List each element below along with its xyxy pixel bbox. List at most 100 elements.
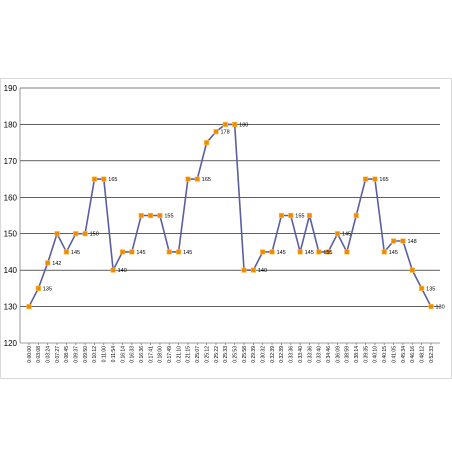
data-label: 155 xyxy=(323,250,332,256)
data-point xyxy=(129,249,135,255)
data-label: 155 xyxy=(164,214,173,220)
y-tick-label: 190 xyxy=(4,84,18,93)
data-point xyxy=(63,249,69,255)
x-tick-label: 0:00:00 xyxy=(27,346,33,363)
data-point xyxy=(185,176,191,182)
data-label: 145 xyxy=(277,250,286,256)
data-point xyxy=(409,267,415,273)
y-tick-label: 150 xyxy=(4,230,18,239)
data-label: 135 xyxy=(43,286,52,292)
data-label: 165 xyxy=(108,177,117,183)
data-label: 155 xyxy=(295,214,304,220)
x-tick-label: 0:34:46 xyxy=(326,346,332,363)
x-tick-label: 0:40:10 xyxy=(373,346,379,363)
x-tick-label: 0:18:00 xyxy=(158,346,164,363)
x-tick-label: 0:25:58 xyxy=(242,346,248,363)
x-tick-label: 0:16:14 xyxy=(120,346,126,363)
data-label: 140 xyxy=(118,268,127,274)
data-label: 145 xyxy=(389,250,398,256)
data-point xyxy=(166,249,172,255)
data-point xyxy=(260,249,266,255)
data-point xyxy=(400,238,406,244)
x-tick-label: 0:25:53 xyxy=(232,346,238,363)
data-label: 165 xyxy=(379,177,388,183)
data-point xyxy=(175,249,182,255)
data-point xyxy=(138,212,144,219)
data-point xyxy=(82,231,88,237)
data-point xyxy=(91,176,98,182)
x-tick-label: 0:46:16 xyxy=(410,346,416,363)
x-tick-label: 0:25:33 xyxy=(223,346,229,363)
data-label: 135 xyxy=(426,286,435,292)
x-tick-label: 0:08:45 xyxy=(64,346,70,363)
y-tick-label: 140 xyxy=(4,266,18,275)
x-tick-label: 0:32:39 xyxy=(270,346,276,363)
x-tick-label: 0:48:12 xyxy=(419,346,425,363)
data-point xyxy=(26,303,32,310)
data-point xyxy=(147,212,154,219)
data-point xyxy=(391,238,397,244)
data-point xyxy=(250,267,256,273)
x-tick-label: 0:21:15 xyxy=(186,346,192,363)
data-point xyxy=(372,176,378,182)
series-line xyxy=(28,123,432,307)
x-tick-label: 0:40:15 xyxy=(382,346,388,363)
data-label: 145 xyxy=(136,250,145,256)
x-tick-label: 0:41:05 xyxy=(391,346,397,363)
data-label: 178 xyxy=(220,130,229,136)
data-point xyxy=(73,231,79,237)
data-label: 145 xyxy=(342,232,351,238)
data-point xyxy=(35,285,41,291)
data-point xyxy=(353,212,359,219)
x-tick-label: 0:16:36 xyxy=(139,346,145,363)
data-label: 145 xyxy=(183,250,192,256)
data-label: 130 xyxy=(436,305,445,311)
x-tick-label: 0:33:36 xyxy=(307,346,313,363)
data-point xyxy=(222,121,228,128)
x-tick-label: 0:17:41 xyxy=(148,346,154,363)
data-point xyxy=(269,249,275,255)
x-tick-label: 0:03:24 xyxy=(45,346,51,363)
y-tick-label: 180 xyxy=(4,120,18,129)
data-point xyxy=(204,140,210,146)
data-point xyxy=(428,303,434,310)
y-tick-label: 130 xyxy=(4,303,18,312)
data-point xyxy=(241,267,247,273)
data-point xyxy=(325,249,331,255)
y-tick-label: 170 xyxy=(4,157,18,166)
x-tick-label: 0:33:40 xyxy=(317,346,323,363)
data-point xyxy=(419,285,425,291)
data-point xyxy=(45,260,51,266)
data-labels: 135 142 145 150 165 140 145 155 145 165 178 180 140 1… xyxy=(43,122,445,310)
data-point xyxy=(157,212,163,219)
data-label: 145 xyxy=(71,250,80,256)
x-tick-label: 0:33:40 xyxy=(298,346,304,363)
data-label: 145 xyxy=(305,250,314,256)
data-point xyxy=(101,176,107,182)
data-point xyxy=(232,121,238,128)
series xyxy=(26,121,434,310)
x-tick-label: 0:32:39 xyxy=(279,346,285,363)
data-point xyxy=(334,231,341,237)
data-point xyxy=(54,231,60,237)
data-point xyxy=(297,249,303,255)
data-point xyxy=(381,249,387,255)
x-axis: 0:00:00 0:03:08 0:03:24 0:07:27 0:08:45 0:09:… xyxy=(20,342,440,363)
data-point xyxy=(194,176,200,182)
x-tick-label: 0:30:32 xyxy=(261,346,267,363)
data-label: 150 xyxy=(90,232,99,238)
x-tick-label: 0:11:00 xyxy=(102,346,108,363)
x-tick-label: 0:38:14 xyxy=(354,346,360,363)
data-point xyxy=(213,129,219,135)
data-point xyxy=(288,212,294,219)
x-tick-label: 0:38:59 xyxy=(345,346,351,363)
data-label: 142 xyxy=(52,261,61,267)
x-tick-label: 0:09:37 xyxy=(74,346,80,363)
x-tick-label: 0:17:49 xyxy=(167,346,173,363)
x-tick-label: 0:07:27 xyxy=(55,346,61,363)
y-axis: 120 130 140 150 160 170 180 190 xyxy=(4,84,21,348)
x-tick-label: 0:09:50 xyxy=(83,346,89,363)
x-tick-label: 0:45:34 xyxy=(401,346,407,363)
data-point xyxy=(278,212,285,219)
